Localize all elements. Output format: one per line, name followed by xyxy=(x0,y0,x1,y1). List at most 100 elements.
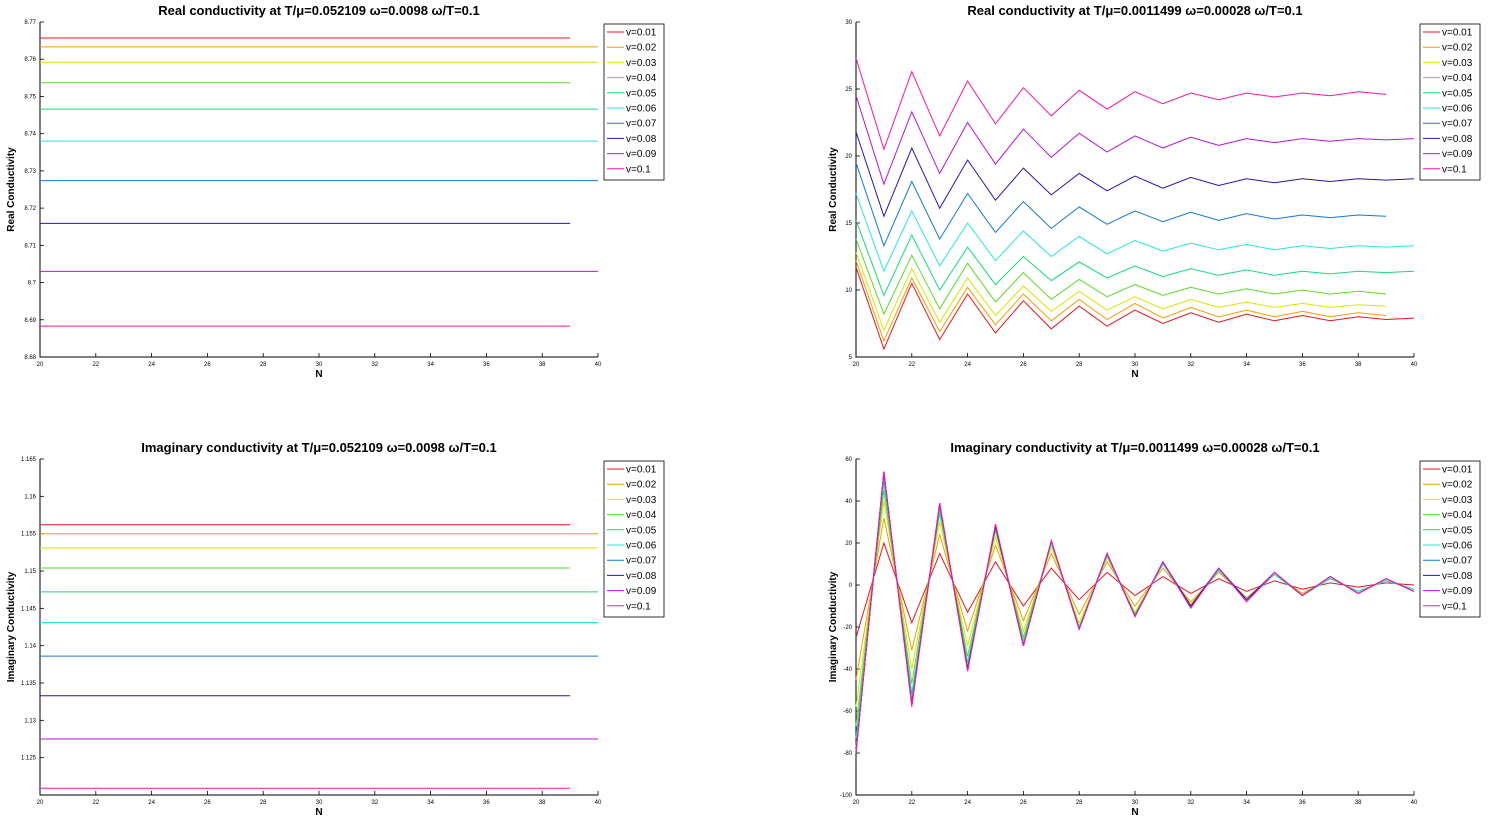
series-line xyxy=(855,131,1415,218)
x-tick-label: 26 xyxy=(204,362,211,368)
y-tick-label: 1.135 xyxy=(21,681,37,687)
x-tick-label: 20 xyxy=(853,800,860,806)
legend-entry: v=0.06 xyxy=(1442,541,1473,552)
series-line xyxy=(855,58,1387,151)
x-tick-label: 30 xyxy=(1132,800,1139,806)
legend-entry: v=0.1 xyxy=(626,164,651,175)
y-tick-label: 1.165 xyxy=(21,457,37,463)
y-tick-label: 8.73 xyxy=(24,169,36,175)
series-line xyxy=(855,95,1415,186)
chart-imaginary-conductivity-low-t: Imaginary conductivity at T/μ=0.0011499 … xyxy=(810,424,1508,824)
legend-entry: v=0.03 xyxy=(626,58,657,69)
y-tick-label: 15 xyxy=(845,221,852,227)
x-tick-label: 34 xyxy=(427,362,434,368)
y-tick-label: 1.125 xyxy=(21,756,37,762)
legend-entry: v=0.07 xyxy=(1442,119,1473,130)
y-tick-label: 8.7 xyxy=(28,281,37,287)
y-tick-label: 20 xyxy=(845,541,852,547)
legend-entry: v=0.08 xyxy=(626,134,657,145)
legend-entry: v=0.06 xyxy=(1442,104,1473,115)
x-tick-label: 20 xyxy=(37,362,44,368)
y-tick-label: 8.69 xyxy=(24,318,36,324)
x-tick-label: 28 xyxy=(1076,362,1083,368)
x-tick-label: 32 xyxy=(1187,362,1194,368)
legend-entry: v=0.1 xyxy=(1442,601,1467,612)
y-tick-label: 60 xyxy=(845,457,852,463)
y-tick-label: 8.77 xyxy=(24,20,36,26)
x-tick-label: 22 xyxy=(92,800,99,806)
legend-entry: v=0.04 xyxy=(1442,73,1473,84)
series-line xyxy=(855,490,1415,726)
legend-entry: v=0.05 xyxy=(626,525,657,536)
x-tick-label: 24 xyxy=(964,800,971,806)
legend-entry: v=0.05 xyxy=(626,88,657,99)
axes-frame xyxy=(855,22,1414,358)
legend-entry: v=0.09 xyxy=(626,586,657,597)
legend-entry: v=0.09 xyxy=(1442,149,1473,160)
chart-title: Imaginary conductivity at T/μ=0.0011499 … xyxy=(950,440,1319,455)
x-tick-label: 22 xyxy=(908,362,915,368)
y-tick-label: -100 xyxy=(840,793,853,799)
legend-entry: v=0.1 xyxy=(1442,164,1467,175)
y-tick-label: 0 xyxy=(849,583,853,589)
x-tick-label: 40 xyxy=(595,362,602,368)
axes-frame xyxy=(39,459,598,796)
x-tick-label: 36 xyxy=(1299,362,1306,368)
legend-entry: v=0.09 xyxy=(626,149,657,160)
series-line xyxy=(855,252,1387,332)
y-tick-label: 40 xyxy=(845,499,852,505)
y-tick-label: 1.16 xyxy=(24,494,36,500)
x-tick-label: 38 xyxy=(539,362,546,368)
x-tick-label: 36 xyxy=(1299,800,1306,806)
x-axis-label: N xyxy=(1131,369,1138,380)
series-line xyxy=(855,517,1415,680)
x-axis-label: N xyxy=(315,369,322,380)
y-tick-label: 8.72 xyxy=(24,206,36,212)
y-tick-label: -60 xyxy=(843,709,852,715)
axes-frame xyxy=(39,22,598,358)
y-axis-label: Imaginary Conductivity xyxy=(6,571,17,682)
y-tick-label: 8.74 xyxy=(24,132,36,138)
chart-imaginary-conductivity-high-t: Imaginary conductivity at T/μ=0.052109 ω… xyxy=(0,424,700,824)
series-line xyxy=(855,260,1387,343)
legend-entry: v=0.01 xyxy=(626,465,657,476)
legend-entry: v=0.02 xyxy=(1442,480,1473,491)
legend-entry: v=0.07 xyxy=(626,556,657,567)
x-tick-label: 22 xyxy=(908,800,915,806)
y-tick-label: 1.13 xyxy=(24,718,36,724)
legend-entry: v=0.04 xyxy=(626,73,657,84)
x-tick-label: 24 xyxy=(148,800,155,806)
y-tick-label: 10 xyxy=(845,288,852,294)
y-axis-label: Real Conductivity xyxy=(828,147,839,232)
series-line xyxy=(855,482,1415,739)
chart-real-conductivity-low-t: Real conductivity at T/μ=0.0011499 ω=0.0… xyxy=(810,0,1508,400)
x-axis-label: N xyxy=(315,807,322,818)
series-line xyxy=(855,500,1415,707)
x-axis-label: N xyxy=(1131,807,1138,818)
y-tick-label: 8.76 xyxy=(24,57,36,63)
legend-entry: v=0.03 xyxy=(626,495,657,506)
legend-entry: v=0.06 xyxy=(626,541,657,552)
x-tick-label: 28 xyxy=(1076,800,1083,806)
x-tick-label: 38 xyxy=(1355,800,1362,806)
x-tick-label: 34 xyxy=(1243,800,1250,806)
chart-real-conductivity-high-t: Real conductivity at T/μ=0.052109 ω=0.00… xyxy=(0,0,700,400)
y-tick-label: 8.75 xyxy=(24,94,36,100)
chart-svg: Imaginary conductivity at T/μ=0.052109 ω… xyxy=(6,440,665,818)
y-axis-label: Real Conductivity xyxy=(6,147,17,232)
legend-entry: v=0.01 xyxy=(1442,465,1473,476)
x-tick-label: 32 xyxy=(1187,800,1194,806)
series-line xyxy=(855,541,1415,638)
x-tick-label: 36 xyxy=(483,362,490,368)
x-tick-label: 26 xyxy=(1020,800,1027,806)
x-tick-label: 26 xyxy=(1020,362,1027,368)
y-tick-label: 20 xyxy=(845,154,852,160)
legend-entry: v=0.05 xyxy=(1442,525,1473,536)
x-tick-label: 30 xyxy=(316,362,323,368)
y-tick-label: -80 xyxy=(843,751,852,757)
x-tick-label: 20 xyxy=(853,362,860,368)
series-line xyxy=(855,220,1415,297)
series-line xyxy=(855,238,1387,316)
x-tick-label: 38 xyxy=(539,800,546,806)
legend-entry: v=0.08 xyxy=(1442,571,1473,582)
